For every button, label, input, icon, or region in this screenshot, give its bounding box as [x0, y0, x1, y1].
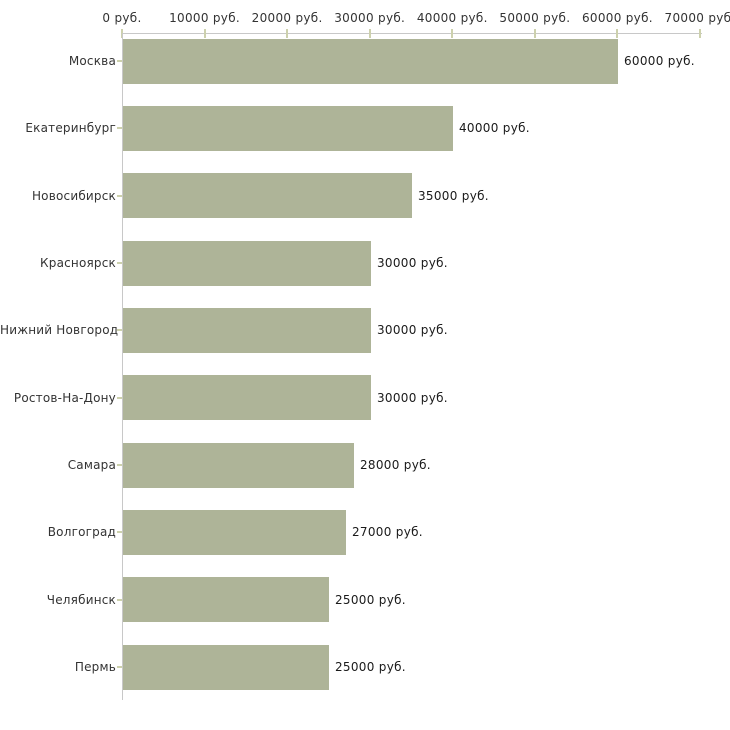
x-axis-tick-mark	[369, 29, 371, 38]
x-axis-line	[122, 33, 702, 34]
category-label: Красноярск	[40, 256, 116, 271]
category-label: Новосибирск	[31, 188, 116, 203]
bar	[123, 308, 371, 353]
x-axis-tick-mark	[699, 29, 701, 38]
bar	[123, 106, 453, 151]
x-axis-tick-label: 20000 руб.	[251, 11, 323, 25]
value-label: 27000 руб.	[352, 525, 423, 540]
x-axis-tick-label: 40000 руб.	[416, 11, 488, 25]
category-label: Екатеринбург	[25, 121, 116, 136]
category-label: Самара	[67, 458, 116, 473]
category-label: Москва	[68, 54, 116, 68]
y-axis-tick-mark	[117, 464, 122, 466]
y-axis-tick-mark	[117, 397, 122, 399]
x-axis-tick-mark	[286, 29, 288, 38]
x-axis-tick-label: 30000 руб.	[334, 11, 406, 25]
bar	[123, 375, 371, 420]
category-label: Нижний Новгород	[0, 323, 119, 338]
bar	[123, 510, 346, 555]
bar	[123, 443, 354, 488]
value-label: 25000 руб.	[335, 660, 406, 675]
value-label: 30000 руб.	[377, 256, 448, 271]
y-axis-tick-mark	[117, 127, 122, 129]
bar	[123, 173, 412, 218]
category-label: Ростов-На-Дону	[13, 390, 116, 405]
x-axis-tick-label: 60000 руб.	[581, 11, 653, 25]
value-label: 28000 руб.	[360, 458, 431, 473]
value-label: 30000 руб.	[377, 323, 448, 338]
category-label: Челябинск	[46, 592, 116, 607]
y-axis-tick-mark	[117, 666, 122, 668]
value-label: 35000 руб.	[418, 188, 489, 203]
y-axis-tick-mark	[117, 329, 122, 331]
y-axis-tick-mark	[117, 195, 122, 197]
y-axis-line	[122, 33, 123, 700]
y-axis-tick-mark	[117, 599, 122, 601]
x-axis-tick-mark	[451, 29, 453, 38]
x-axis-tick-mark	[534, 29, 536, 38]
bar	[123, 39, 618, 84]
y-axis-tick-mark	[117, 262, 122, 264]
category-label: Волгоград	[47, 525, 116, 540]
x-axis-tick-label: 70000 руб.	[664, 11, 730, 25]
x-axis-tick-label: 50000 руб.	[499, 11, 571, 25]
y-axis-tick-mark	[117, 531, 122, 533]
x-axis-tick-label: 10000 руб.	[169, 11, 241, 25]
value-label: 25000 руб.	[335, 592, 406, 607]
x-axis-tick-mark	[616, 29, 618, 38]
x-axis-tick-mark	[204, 29, 206, 38]
category-label: Пермь	[74, 660, 116, 675]
bar	[123, 645, 329, 690]
bar	[123, 577, 329, 622]
value-label: 40000 руб.	[459, 121, 530, 136]
value-label: 30000 руб.	[377, 390, 448, 405]
y-axis-tick-mark	[117, 60, 122, 62]
value-label: 60000 руб.	[624, 54, 695, 68]
bar	[123, 241, 371, 286]
x-axis-tick-label: 0 руб.	[102, 11, 142, 25]
